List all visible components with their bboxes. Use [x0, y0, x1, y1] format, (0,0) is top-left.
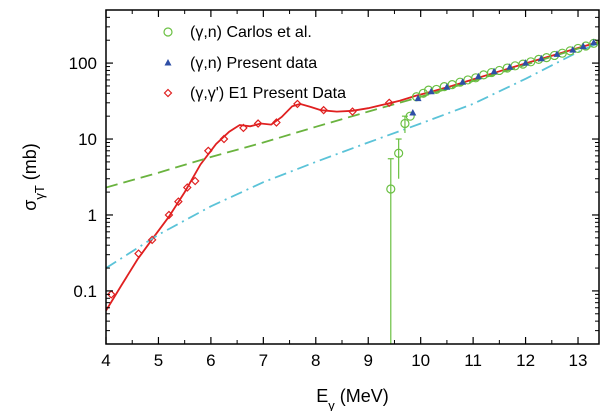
plot-frame [105, 9, 600, 345]
y-tick-label: 0.1 [73, 282, 97, 301]
y-axis-label: σγT (mb) [20, 143, 47, 211]
data-markers [106, 38, 599, 299]
data-point [272, 118, 281, 127]
y-axis: 0.1 1 10 100 [69, 9, 599, 345]
data-point [319, 105, 329, 115]
x-tick-label: 13 [569, 351, 588, 370]
data-point [459, 78, 467, 85]
legend-marker [164, 59, 172, 66]
data-point [253, 119, 263, 128]
data-point [569, 46, 577, 53]
x-axis: 4 5 6 7 8 9 10 11 12 13 [101, 10, 587, 370]
data-point [386, 184, 396, 194]
data-point [239, 123, 248, 133]
data-point [443, 83, 451, 90]
solid-curve [106, 41, 599, 312]
data-point [384, 98, 394, 108]
legend-label: (γ,γ') E1 Present Data [190, 85, 346, 102]
data-point [506, 63, 514, 70]
data-point [190, 176, 200, 186]
x-tick-label: 8 [311, 351, 320, 370]
data-point [182, 183, 192, 192]
x-tick-label: 11 [464, 351, 482, 370]
data-point [394, 148, 404, 158]
dash-dot-curve [106, 41, 599, 269]
data-point [418, 88, 428, 98]
model-curves [106, 41, 599, 312]
data-point [174, 197, 183, 206]
data-point [106, 290, 116, 299]
x-tick-label: 10 [411, 351, 430, 370]
data-point [409, 109, 417, 116]
data-point [474, 72, 482, 80]
data-point [147, 235, 157, 245]
data-point [490, 67, 498, 75]
x-tick-label: 6 [206, 351, 215, 370]
x-tick-label: 12 [516, 351, 535, 370]
data-point [219, 134, 229, 144]
data-point [203, 146, 213, 156]
data-point [400, 118, 410, 129]
x-axis-label: Eγ (MeV) [316, 386, 389, 411]
legend-label: (γ,n) Carlos et al. [190, 24, 312, 41]
y-tick-label: 1 [88, 206, 97, 225]
y-tick-label: 10 [78, 130, 97, 149]
data-point [427, 87, 435, 95]
error-bars [387, 115, 408, 344]
data-point [579, 42, 587, 50]
legend-label: (γ,n) Present data [190, 55, 317, 72]
x-tick-label: 7 [259, 351, 268, 370]
data-point [590, 38, 598, 46]
data-point [405, 111, 415, 121]
legend-marker [163, 27, 173, 37]
data-point [553, 50, 561, 57]
data-point [431, 84, 442, 95]
legend: (γ,n) Carlos et al. (γ,n) Present data (γ,… [163, 24, 346, 102]
data-point [537, 54, 545, 62]
x-tick-label: 9 [363, 351, 372, 370]
data-point [414, 94, 422, 102]
data-point [522, 59, 530, 66]
x-tick-label: 4 [101, 351, 110, 370]
data-point [134, 249, 143, 258]
x-tick-label: 5 [154, 351, 163, 370]
y-tick-label: 100 [69, 54, 97, 73]
legend-marker [163, 88, 173, 98]
data-point [164, 210, 174, 220]
data-point [293, 99, 302, 109]
data-point [348, 107, 357, 116]
